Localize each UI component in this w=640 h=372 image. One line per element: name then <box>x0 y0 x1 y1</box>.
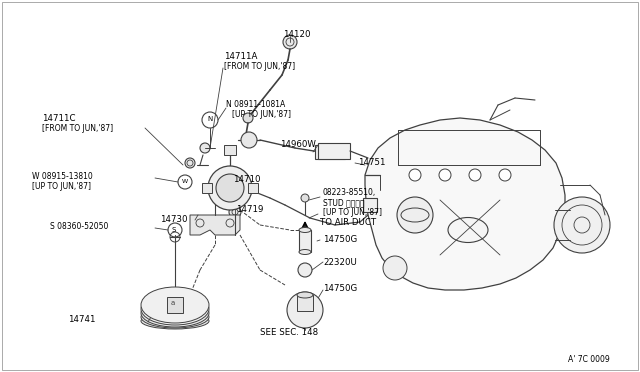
Polygon shape <box>365 118 565 290</box>
Bar <box>202 183 212 193</box>
Circle shape <box>211 189 219 197</box>
Text: 14960W: 14960W <box>280 140 316 149</box>
Text: 14710: 14710 <box>233 175 260 184</box>
Circle shape <box>208 166 252 210</box>
Circle shape <box>499 169 511 181</box>
Text: 14120: 14120 <box>283 30 310 39</box>
Circle shape <box>200 143 210 153</box>
Text: [UP TO JUN,'87]: [UP TO JUN,'87] <box>232 110 291 119</box>
Circle shape <box>283 35 297 49</box>
Circle shape <box>241 132 257 148</box>
Text: 14750G: 14750G <box>323 235 357 244</box>
Text: 14751: 14751 <box>358 158 385 167</box>
Ellipse shape <box>299 228 311 232</box>
Ellipse shape <box>141 299 209 327</box>
Bar <box>315 145 345 159</box>
Circle shape <box>287 292 323 328</box>
Ellipse shape <box>141 287 209 323</box>
Circle shape <box>409 169 421 181</box>
Text: 14730: 14730 <box>160 215 188 224</box>
Text: 14719: 14719 <box>236 205 264 214</box>
Circle shape <box>397 197 433 233</box>
Circle shape <box>469 169 481 181</box>
Ellipse shape <box>297 292 313 298</box>
Circle shape <box>229 206 241 218</box>
Text: N: N <box>207 116 212 122</box>
Ellipse shape <box>141 306 209 328</box>
Text: TO AIR DUCT: TO AIR DUCT <box>320 218 376 227</box>
Text: [FROM TO JUN,'87]: [FROM TO JUN,'87] <box>224 62 295 71</box>
Text: a: a <box>171 300 175 306</box>
Bar <box>224 145 236 155</box>
Text: S 08360-52050: S 08360-52050 <box>50 222 108 231</box>
Circle shape <box>554 197 610 253</box>
Text: 14711C: 14711C <box>42 114 76 123</box>
Circle shape <box>439 169 451 181</box>
Text: S: S <box>172 227 177 233</box>
Text: [UP TO JUN,'87]: [UP TO JUN,'87] <box>32 182 91 191</box>
Text: A' 7C 0009: A' 7C 0009 <box>568 355 610 364</box>
Circle shape <box>168 223 182 237</box>
Text: 22320U: 22320U <box>323 258 357 267</box>
Text: 08223-85510,: 08223-85510, <box>323 188 376 197</box>
Polygon shape <box>190 215 240 235</box>
Circle shape <box>383 256 407 280</box>
Bar <box>299 230 311 252</box>
Bar <box>297 295 313 311</box>
Text: N 08911-1081A: N 08911-1081A <box>226 100 285 109</box>
Circle shape <box>202 112 218 128</box>
Text: [UP TO JUN,'87]: [UP TO JUN,'87] <box>323 208 382 217</box>
Circle shape <box>216 174 244 202</box>
Bar <box>248 183 258 193</box>
Ellipse shape <box>141 293 209 325</box>
Circle shape <box>301 194 309 202</box>
Ellipse shape <box>299 250 311 254</box>
Text: [FROM TO JUN,'87]: [FROM TO JUN,'87] <box>42 124 113 133</box>
Text: 14750G: 14750G <box>323 284 357 293</box>
Text: STUD スタッド: STUD スタッド <box>323 198 365 207</box>
Circle shape <box>178 175 192 189</box>
Circle shape <box>185 158 195 168</box>
Text: SEE SEC. 148: SEE SEC. 148 <box>260 328 318 337</box>
Text: 14741: 14741 <box>68 315 95 324</box>
Ellipse shape <box>448 218 488 243</box>
Bar <box>318 143 350 159</box>
Circle shape <box>298 263 312 277</box>
Ellipse shape <box>141 313 209 329</box>
Circle shape <box>243 113 253 123</box>
Bar <box>167 297 183 313</box>
Text: W: W <box>182 179 188 184</box>
Text: W 08915-13810: W 08915-13810 <box>32 172 93 181</box>
Text: 14711A: 14711A <box>224 52 257 61</box>
Bar <box>363 198 377 212</box>
